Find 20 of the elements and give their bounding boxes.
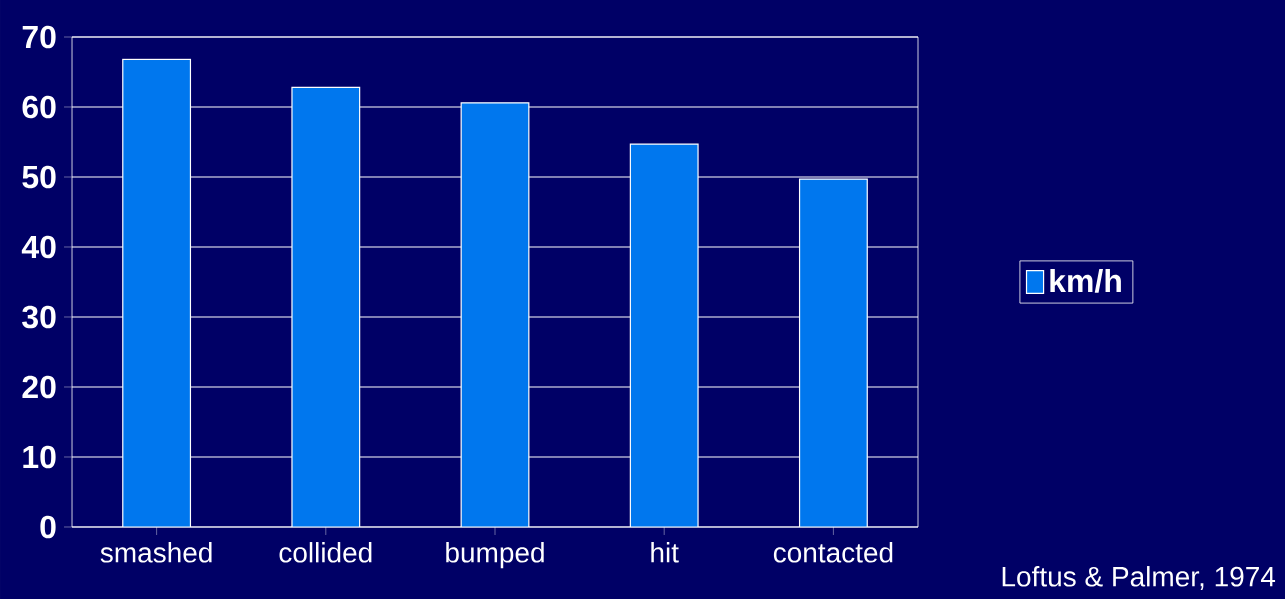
- y-tick-label: 30: [22, 305, 56, 329]
- y-tick-label: 0: [40, 515, 56, 539]
- x-tick-label: smashed: [100, 542, 212, 563]
- text: Loftus & Palmer, 1974: [1002, 566, 1276, 590]
- y-tick-label: 10: [23, 445, 56, 469]
- bar: [798, 178, 868, 527]
- y-tick-label: 70: [22, 25, 56, 49]
- y-tick-label: 20: [22, 375, 56, 399]
- y-tick-label: 50: [22, 165, 56, 189]
- x-tick-label: hit: [651, 542, 679, 563]
- x-tick-label: bumped: [446, 542, 544, 569]
- y-tick-label: 60: [22, 95, 56, 119]
- y-tick-label: 40: [21, 235, 56, 259]
- bar: [460, 102, 530, 527]
- bar: [629, 143, 699, 527]
- legend-label: km/h: [1050, 268, 1121, 293]
- bar: [291, 86, 361, 527]
- bar: [122, 58, 192, 527]
- x-tick-label: collided: [279, 542, 372, 563]
- x-tick-label: contacted: [773, 542, 893, 563]
